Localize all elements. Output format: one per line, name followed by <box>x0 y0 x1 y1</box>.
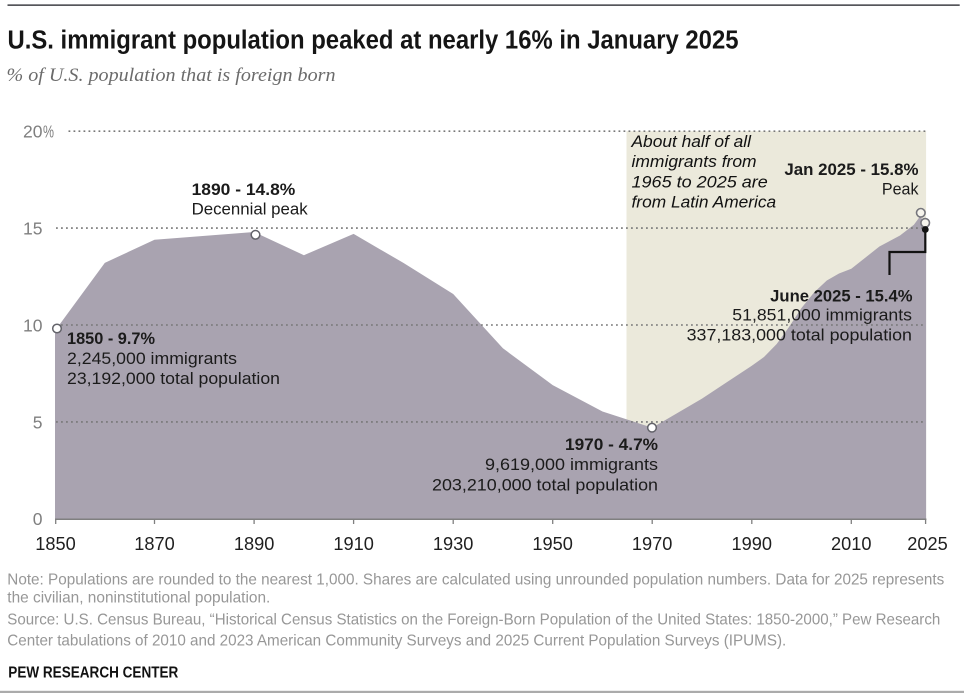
svg-text:337,183,000 total population: 337,183,000 total population <box>687 327 912 345</box>
svg-text:1910: 1910 <box>333 534 374 554</box>
svg-text:2010: 2010 <box>831 534 872 554</box>
svg-text:1850 - 9.7%: 1850 - 9.7% <box>67 330 155 348</box>
svg-text:Peak: Peak <box>882 181 919 199</box>
svg-text:1890 - 14.8%: 1890 - 14.8% <box>192 181 296 199</box>
svg-text:1870: 1870 <box>134 534 175 554</box>
svg-text:1990: 1990 <box>732 534 773 554</box>
svg-text:Center tabulations of 2010 and: Center tabulations of 2010 and 2023 Amer… <box>7 633 786 650</box>
svg-text:1965 to 2025 are: 1965 to 2025 are <box>632 173 768 191</box>
svg-text:Decennial peak: Decennial peak <box>192 201 309 219</box>
svg-text:51,851,000 immigrants: 51,851,000 immigrants <box>732 306 912 324</box>
svg-text:20: 20 <box>23 122 43 142</box>
svg-text:1950: 1950 <box>532 534 573 554</box>
svg-text:10: 10 <box>23 315 43 335</box>
svg-text:0: 0 <box>33 509 43 529</box>
svg-text:1970: 1970 <box>632 534 673 554</box>
svg-text:the civilian, noninstitutional: the civilian, noninstitutional populatio… <box>7 590 270 607</box>
svg-text:PEW RESEARCH CENTER: PEW RESEARCH CENTER <box>8 665 178 682</box>
svg-text:% of U.S. population that is f: % of U.S. population that is foreign bor… <box>7 65 336 86</box>
svg-text:Jan 2025 - 15.8%: Jan 2025 - 15.8% <box>784 161 918 179</box>
svg-text:1970 - 4.7%: 1970 - 4.7% <box>565 436 658 454</box>
svg-text:About half of all: About half of all <box>630 133 752 151</box>
svg-text:June 2025 - 15.4%: June 2025 - 15.4% <box>770 288 913 306</box>
svg-text:9,619,000 immigrants: 9,619,000 immigrants <box>485 456 658 474</box>
svg-text:1890: 1890 <box>234 534 275 554</box>
svg-text:Note: Populations are rounded: Note: Populations are rounded to the nea… <box>7 572 944 589</box>
svg-text:U.S. immigrant population peak: U.S. immigrant population peaked at near… <box>8 27 739 55</box>
svg-text:Source: U.S. Census Bureau, “H: Source: U.S. Census Bureau, “Historical … <box>7 612 940 629</box>
svg-text:23,192,000 total population: 23,192,000 total population <box>67 370 280 388</box>
svg-text:5: 5 <box>33 412 43 432</box>
svg-text:immigrants from: immigrants from <box>632 153 757 171</box>
svg-text:from Latin America: from Latin America <box>632 193 777 211</box>
svg-text:%: % <box>43 122 54 142</box>
svg-text:1850: 1850 <box>35 534 76 554</box>
svg-text:1930: 1930 <box>433 534 474 554</box>
svg-text:15: 15 <box>23 219 42 239</box>
svg-text:2025: 2025 <box>907 534 948 554</box>
svg-text:2,245,000 immigrants: 2,245,000 immigrants <box>67 350 237 368</box>
svg-text:203,210,000 total population: 203,210,000 total population <box>432 477 658 495</box>
